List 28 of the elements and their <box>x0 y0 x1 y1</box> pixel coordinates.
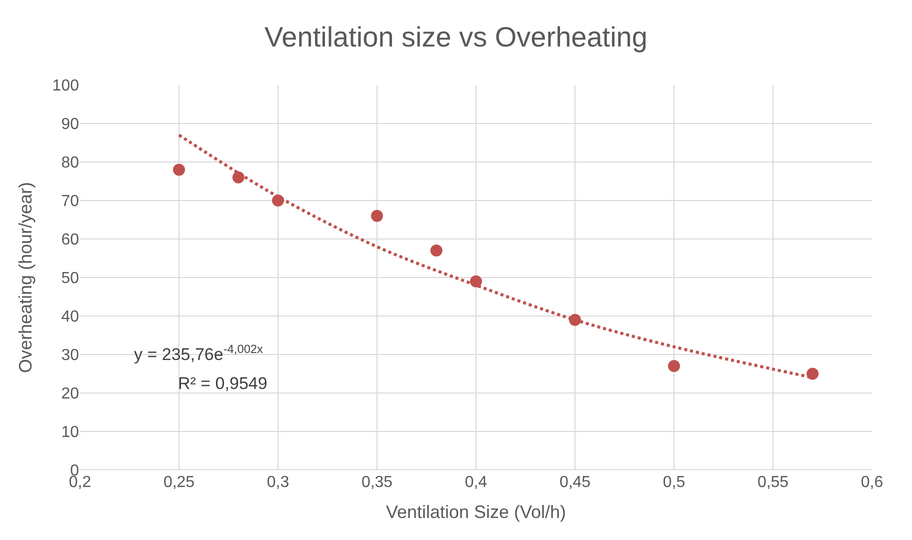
y-axis-title: Overheating (hour/year) <box>15 182 36 374</box>
x-tick-label: 0,6 <box>860 474 884 491</box>
y-tick-label: 70 <box>61 193 80 210</box>
annotation: y = 235,76e$^{-4,002x}$ <box>134 342 264 364</box>
y-tick-label: 10 <box>61 424 80 442</box>
point <box>371 210 383 222</box>
point <box>173 164 185 176</box>
y-tick-label: 20 <box>61 386 80 403</box>
point <box>430 244 442 257</box>
chart-title: Ventilation size vs Overheating <box>264 22 648 53</box>
point <box>806 368 819 380</box>
y-tick-label: 60 <box>61 232 80 249</box>
y-tick-label: 100 <box>52 78 80 95</box>
y-tick-label: 40 <box>61 308 80 326</box>
x-axis-title: Ventilation Size (Vol/h) <box>386 502 566 522</box>
y-tick-label: 80 <box>61 154 80 172</box>
x-tick-label: 0,55 <box>757 474 789 491</box>
y-tick-label: 30 <box>61 347 80 364</box>
x-tick-label: 0,45 <box>559 474 591 491</box>
y-tick-label: 50 <box>61 270 80 288</box>
y-tick-label: 90 <box>61 116 80 134</box>
x-tick-label: 0,25 <box>163 474 195 491</box>
x-tick-label: 0,35 <box>361 474 393 491</box>
point <box>668 360 680 372</box>
x-tick-label: 0,5 <box>662 474 686 491</box>
x-tick-label: 0,4 <box>464 474 488 491</box>
x-tick-label: 0,3 <box>266 474 290 491</box>
annotation: R² = 0,9549 <box>178 374 268 393</box>
